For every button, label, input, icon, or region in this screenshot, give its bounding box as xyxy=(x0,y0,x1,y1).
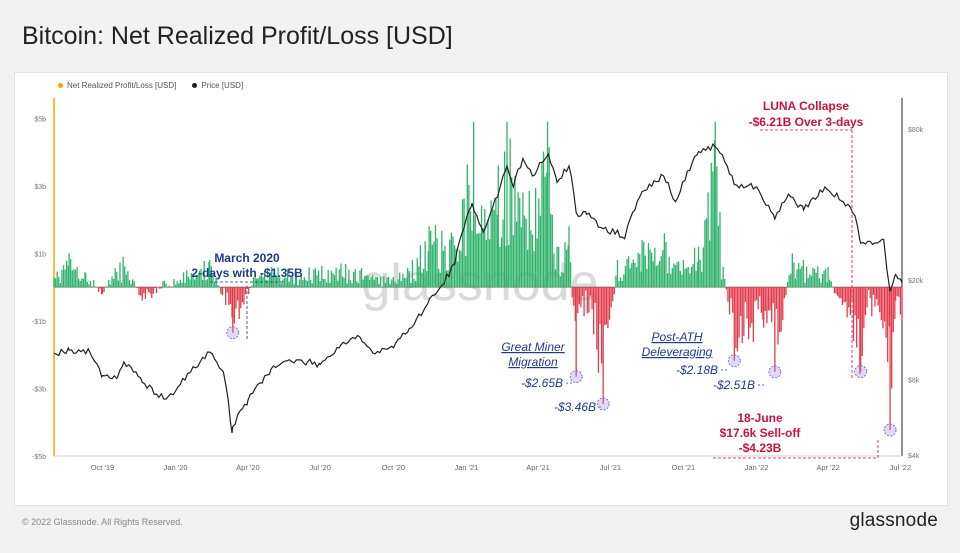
y-left-tick-label: $5b xyxy=(34,116,46,123)
y-left-tick-label: -$3b xyxy=(32,386,46,393)
glassnode-logo[interactable]: glassnode xyxy=(849,510,938,531)
annotation-text: 2-days with -$1.35B xyxy=(191,266,303,280)
annotation-marker xyxy=(768,365,782,379)
annotation: -$3.46B xyxy=(554,397,610,414)
annotation-marker xyxy=(569,370,583,384)
annotation-marker xyxy=(596,397,610,411)
annotation-marker xyxy=(226,326,240,340)
annotation-marker xyxy=(883,423,897,437)
annotation: LUNA Collapse -$6.21B Over 3-days xyxy=(749,99,868,378)
copyright-text: © 2022 Glassnode. All Rights Reserved. xyxy=(22,517,183,527)
legend-item-price[interactable]: Price [USD] xyxy=(192,81,243,90)
annotation-text: Deleveraging xyxy=(642,345,713,359)
annotation-text: $17.6k Sell-off xyxy=(720,426,802,440)
chart-legend: Net Realized Profit/Loss [USD] Price [US… xyxy=(58,81,243,90)
x-tick-label: Apr '21 xyxy=(526,463,550,472)
annotation-text: -$2.51B xyxy=(713,378,755,392)
annotation-text: Migration xyxy=(508,355,558,369)
annotation-marker xyxy=(727,354,741,368)
chart-card xyxy=(14,72,948,506)
annotation: -$2.65B xyxy=(521,370,583,390)
x-tick-label: Jan '20 xyxy=(164,463,188,472)
x-tick-label: Jan '22 xyxy=(745,463,769,472)
y-right-tick-label: $4k xyxy=(908,453,920,460)
legend-label-profit-loss: Net Realized Profit/Loss [USD] xyxy=(67,81,177,90)
annotation: 18-June$17.6k Sell-off-$4.23B xyxy=(713,411,897,459)
annotation-text: LUNA Collapse xyxy=(763,99,850,113)
y-right-tick-label: $8k xyxy=(908,378,920,385)
legend-item-profit-loss[interactable]: Net Realized Profit/Loss [USD] xyxy=(58,81,176,90)
annotation-text: -$6.21B Over 3-days xyxy=(749,115,864,129)
price-line xyxy=(53,143,903,433)
y-left-tick-label: $3b xyxy=(34,184,46,191)
profit-loss-bars xyxy=(53,121,903,430)
annotation-text: Great Miner xyxy=(501,340,565,354)
annotation-text: -$2.65B xyxy=(521,376,563,390)
annotation-marker xyxy=(854,365,868,378)
annotation: -$2.18B xyxy=(676,354,741,377)
x-tick-label: Jul '22 xyxy=(890,463,911,472)
y-left-tick-label: $1b xyxy=(34,251,46,258)
x-tick-label: Jul '20 xyxy=(310,463,331,472)
annotation-text: 18-June xyxy=(737,411,783,425)
y-right-tick-label: $80k xyxy=(908,127,924,134)
legend-label-price: Price [USD] xyxy=(201,81,244,90)
legend-swatch-price xyxy=(192,83,198,88)
x-tick-label: Oct '19 xyxy=(91,463,115,472)
annotation-text: Post-ATH xyxy=(651,330,702,344)
annotation: -$2.51B xyxy=(713,365,782,392)
annotation-text: -$4.23B xyxy=(739,441,782,455)
page-title: Bitcoin: Net Realized Profit/Loss [USD] xyxy=(22,22,453,50)
annotation-text: -$2.18B xyxy=(676,363,718,377)
annotation-text: -$3.46B xyxy=(554,400,596,414)
y-left-tick-label: -$5b xyxy=(32,454,46,461)
x-tick-label: Apr '20 xyxy=(236,463,260,472)
x-tick-label: Oct '20 xyxy=(382,463,406,472)
x-tick-label: Oct '21 xyxy=(672,463,696,472)
y-right-tick-label: $20k xyxy=(908,278,924,285)
x-tick-label: Jul '21 xyxy=(600,463,621,472)
x-tick-label: Jan '21 xyxy=(454,463,478,472)
x-tick-label: Apr '22 xyxy=(816,463,840,472)
annotation-text: March 2020 xyxy=(214,251,280,265)
y-left-tick-label: -$1b xyxy=(32,319,46,326)
legend-swatch-profit-loss xyxy=(58,83,63,88)
